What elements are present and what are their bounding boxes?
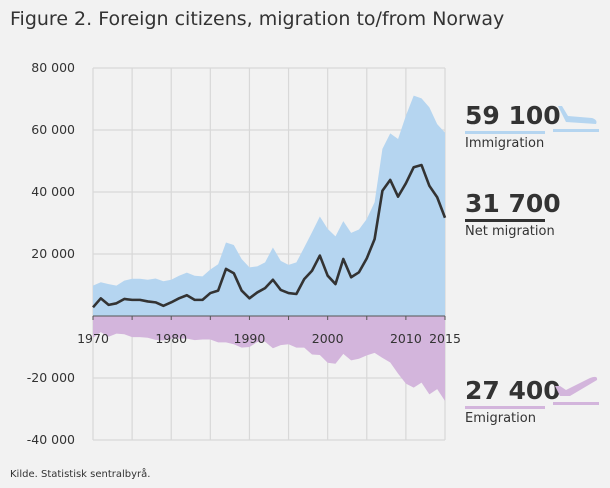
emigration-value: 27 400 — [465, 376, 561, 405]
y-tick-label: -40 000 — [27, 432, 75, 447]
net-migration-series — [92, 163, 447, 309]
x-tick-label: 1990 — [234, 331, 266, 346]
net-migration-value: 31 700 — [465, 189, 561, 218]
x-tick-label: 1970 — [77, 331, 109, 346]
x-tick-label: 2010 — [390, 331, 422, 346]
x-tick-label: 2000 — [312, 331, 344, 346]
callout-immigration: 59 100 Immigration — [465, 102, 561, 153]
immigration-underline — [465, 131, 545, 134]
immigration-label: Immigration — [465, 136, 545, 151]
immigration-value: 59 100 — [465, 101, 561, 130]
y-tick-label: -20 000 — [27, 370, 75, 385]
y-tick-label: 60 000 — [31, 122, 75, 137]
plane-takeoff-icon — [553, 376, 599, 405]
net-migration-line — [92, 163, 447, 309]
chart-title: Figure 2. Foreign citizens, migration to… — [10, 8, 505, 30]
net-migration-label: Net migration — [465, 224, 555, 239]
emigration-underline — [465, 406, 545, 409]
plane-landing-icon — [553, 106, 599, 132]
net-migration-underline — [465, 219, 545, 222]
emigration-label: Emigration — [465, 411, 536, 426]
y-tick-label: 20 000 — [31, 246, 75, 261]
source-note: Kilde. Statistisk sentralbyrå. — [10, 469, 151, 480]
x-tick-label: 2015 — [429, 331, 461, 346]
emigration-area — [93, 316, 445, 401]
immigration-area — [93, 95, 445, 316]
x-tick-label: 1980 — [155, 331, 187, 346]
callout-emigration: 27 400 Emigration — [465, 377, 561, 428]
callout-net-migration: 31 700 Net migration — [465, 190, 561, 241]
y-tick-label: 40 000 — [31, 184, 75, 199]
y-tick-label: 80 000 — [31, 60, 75, 75]
